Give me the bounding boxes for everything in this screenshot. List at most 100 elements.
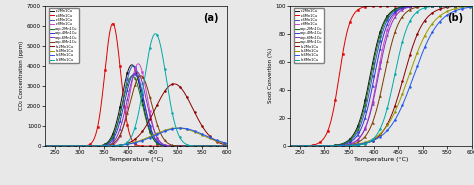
r-8Mn1Cu [40,145,46,147]
Line: r-2Mn1Cu: r-2Mn1Cu [288,6,474,146]
h-8Mn1Cu [466,4,472,7]
Legend: r-2Mn1Cu, r-4Mn1Cu, r-6Mn1Cu, r-8Mn1Cu, cop-2Mn1Cu, cop-4Mn1Cu, cop-6Mn1Cu, cop-: r-2Mn1Cu, r-4Mn1Cu, r-6Mn1Cu, r-8Mn1Cu, … [49,8,79,63]
h-4Mn1Cu [371,138,376,140]
r-8Mn1Cu [466,4,472,7]
r-6Mn1Cu [126,75,131,77]
cop-4Mn1Cu [294,145,300,147]
Text: (a): (a) [203,13,219,23]
cop-8Mn1Cu [471,4,474,7]
Y-axis label: Soot Convertion (%): Soot Convertion (%) [268,48,273,103]
cop-4Mn1Cu [375,56,381,58]
h-6Mn1Cu [221,141,227,144]
r-2Mn1Cu [40,145,46,147]
r-2Mn1Cu [432,4,438,7]
h-2Mn1Cu [187,101,192,103]
cop-2Mn1Cu [371,63,376,65]
h-6Mn1Cu [187,128,192,130]
r-2Mn1Cu [187,145,192,147]
Y-axis label: CO₂ Concentration (ppm): CO₂ Concentration (ppm) [19,41,24,110]
h-4Mn1Cu [175,127,181,129]
cop-8Mn1Cu [226,145,232,147]
h-8Mn1Cu [226,145,232,147]
Line: h-2Mn1Cu: h-2Mn1Cu [43,84,229,146]
cop-8Mn1Cu [371,119,376,121]
cop-2Mn1Cu [126,80,131,83]
Line: cop-2Mn1Cu: cop-2Mn1Cu [43,76,229,146]
cop-4Mn1Cu [130,73,136,75]
r-8Mn1Cu [226,145,232,147]
h-4Mn1Cu [221,142,227,144]
h-2Mn1Cu [466,5,472,7]
Text: (b): (b) [447,13,464,23]
cop-4Mn1Cu [466,4,472,7]
h-6Mn1Cu [466,6,472,9]
cop-6Mn1Cu [221,145,227,147]
h-2Mn1Cu [471,5,474,7]
h-8Mn1Cu [126,140,131,142]
cop-2Mn1Cu [40,145,46,147]
cop-6Mn1Cu [466,4,472,7]
h-6Mn1Cu [294,145,300,147]
cop-2Mn1Cu [466,4,472,7]
Line: r-8Mn1Cu: r-8Mn1Cu [288,6,474,146]
cop-2Mn1Cu [432,4,438,7]
r-2Mn1Cu [49,145,55,147]
cop-8Mn1Cu [40,145,46,147]
r-6Mn1Cu [285,145,291,147]
h-6Mn1Cu [177,127,183,129]
cop-2Mn1Cu [285,145,291,147]
r-6Mn1Cu [226,145,232,147]
Line: r-2Mn1Cu: r-2Mn1Cu [43,65,229,146]
r-6Mn1Cu [130,65,136,67]
cop-6Mn1Cu [187,145,192,147]
r-6Mn1Cu [40,145,46,147]
r-8Mn1Cu [432,4,438,7]
h-8Mn1Cu [371,138,376,140]
r-8Mn1Cu [49,145,55,147]
r-6Mn1Cu [371,70,376,73]
h-8Mn1Cu [432,5,438,7]
r-8Mn1Cu [371,96,376,99]
r-8Mn1Cu [221,145,227,147]
h-4Mn1Cu [375,134,381,137]
r-6Mn1Cu [221,145,227,147]
cop-6Mn1Cu [375,75,381,78]
Line: h-4Mn1Cu: h-4Mn1Cu [43,128,229,146]
h-8Mn1Cu [153,33,158,35]
h-2Mn1Cu [40,145,46,147]
r-4Mn1Cu [466,4,472,7]
r-8Mn1Cu [294,145,300,147]
cop-8Mn1Cu [294,145,300,147]
h-8Mn1Cu [294,145,300,147]
r-6Mn1Cu [221,145,227,147]
h-2Mn1Cu [130,139,136,142]
h-2Mn1Cu [375,135,381,138]
cop-6Mn1Cu [226,145,232,147]
cop-8Mn1Cu [221,145,227,147]
Line: r-4Mn1Cu: r-4Mn1Cu [43,24,229,146]
h-2Mn1Cu [171,83,177,85]
h-2Mn1Cu [221,143,227,145]
h-4Mn1Cu [40,145,46,147]
r-2Mn1Cu [375,37,381,39]
cop-2Mn1Cu [49,145,55,147]
cop-6Mn1Cu [432,4,438,7]
h-6Mn1Cu [466,6,472,9]
Line: h-2Mn1Cu: h-2Mn1Cu [288,6,474,146]
r-6Mn1Cu [432,4,438,7]
cop-8Mn1Cu [375,102,381,104]
r-8Mn1Cu [466,4,472,7]
r-4Mn1Cu [49,145,55,147]
cop-6Mn1Cu [126,94,131,96]
r-6Mn1Cu [375,47,381,49]
h-2Mn1Cu [49,145,55,147]
r-6Mn1Cu [49,145,55,147]
h-2Mn1Cu [371,139,376,141]
X-axis label: Temperature (°C): Temperature (°C) [109,157,163,162]
r-8Mn1Cu [126,101,131,104]
h-4Mn1Cu [466,6,472,8]
h-6Mn1Cu [49,145,55,147]
h-6Mn1Cu [371,139,376,142]
r-6Mn1Cu [471,4,474,7]
cop-8Mn1Cu [138,75,144,77]
